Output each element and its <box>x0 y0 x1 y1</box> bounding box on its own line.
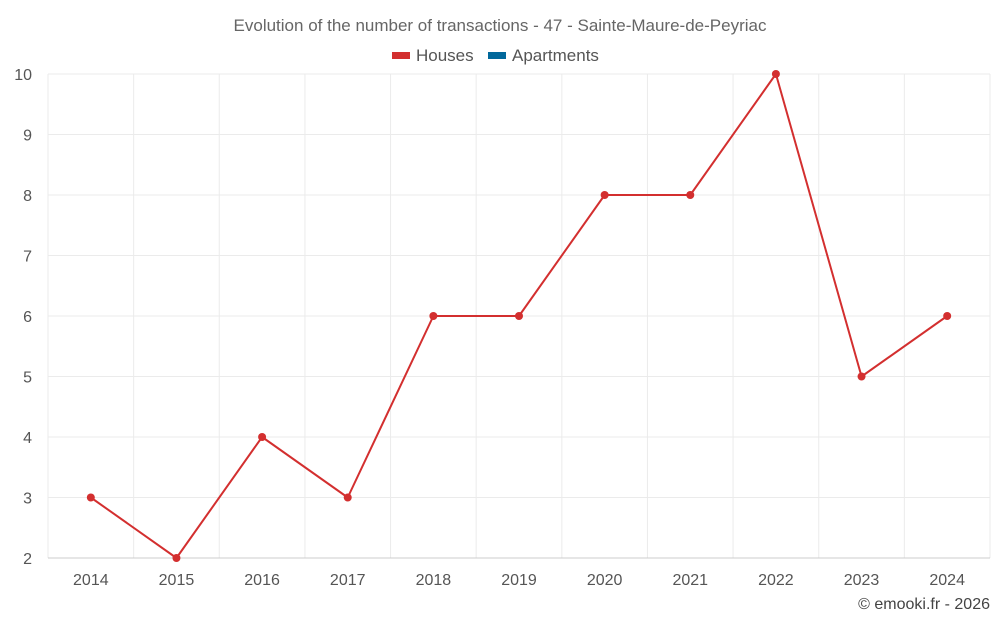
y-tick-label: 3 <box>23 491 32 508</box>
chart-legend: Houses Apartments <box>392 46 599 65</box>
legend-swatch-apartments <box>488 52 506 59</box>
legend-item-apartments[interactable]: Apartments <box>488 46 599 65</box>
data-point-houses[interactable] <box>600 191 609 199</box>
x-tick-label: 2021 <box>672 572 708 589</box>
y-tick-label: 8 <box>23 188 32 205</box>
x-tick-label: 2014 <box>73 572 109 589</box>
legend-item-houses[interactable]: Houses <box>392 46 474 65</box>
chart-credit: © emooki.fr - 2026 <box>858 596 990 613</box>
chart-title: Evolution of the number of transactions … <box>234 16 767 35</box>
legend-swatch-houses <box>392 52 410 59</box>
data-point-houses[interactable] <box>86 493 95 502</box>
x-tick-label: 2023 <box>844 572 880 589</box>
legend-label-apartments: Apartments <box>512 46 599 65</box>
legend-label-houses: Houses <box>416 46 474 65</box>
data-point-houses[interactable] <box>429 312 438 320</box>
x-tick-label: 2018 <box>416 572 452 589</box>
y-tick-label: 5 <box>23 370 32 387</box>
x-tick-label: 2017 <box>330 572 366 589</box>
x-tick-label: 2016 <box>244 572 280 589</box>
data-point-houses[interactable] <box>686 191 695 199</box>
data-point-houses[interactable] <box>258 433 267 441</box>
data-point-houses[interactable] <box>943 312 952 320</box>
y-tick-label: 6 <box>23 309 32 326</box>
x-tick-label: 2015 <box>159 572 195 589</box>
data-point-houses[interactable] <box>172 554 181 562</box>
data-point-houses[interactable] <box>771 70 780 78</box>
y-tick-label: 7 <box>23 249 32 266</box>
x-tick-label: 2024 <box>929 572 965 589</box>
x-tick-label: 2020 <box>587 572 623 589</box>
y-tick-label: 10 <box>14 67 32 84</box>
x-tick-label: 2019 <box>501 572 537 589</box>
data-point-houses[interactable] <box>857 372 866 381</box>
y-tick-label: 9 <box>23 128 32 145</box>
data-point-houses[interactable] <box>343 493 352 502</box>
y-tick-label: 4 <box>23 430 32 447</box>
data-point-houses[interactable] <box>515 312 523 320</box>
y-axis-ticks: 2 3 4 5 6 7 8 9 10 <box>14 67 32 568</box>
series-houses <box>86 70 952 562</box>
x-tick-label: 2022 <box>758 572 794 589</box>
y-tick-label: 2 <box>23 551 32 568</box>
x-axis-ticks: 2014 2015 2016 2017 2018 2019 2020 2021 2022 2023… <box>73 572 965 589</box>
